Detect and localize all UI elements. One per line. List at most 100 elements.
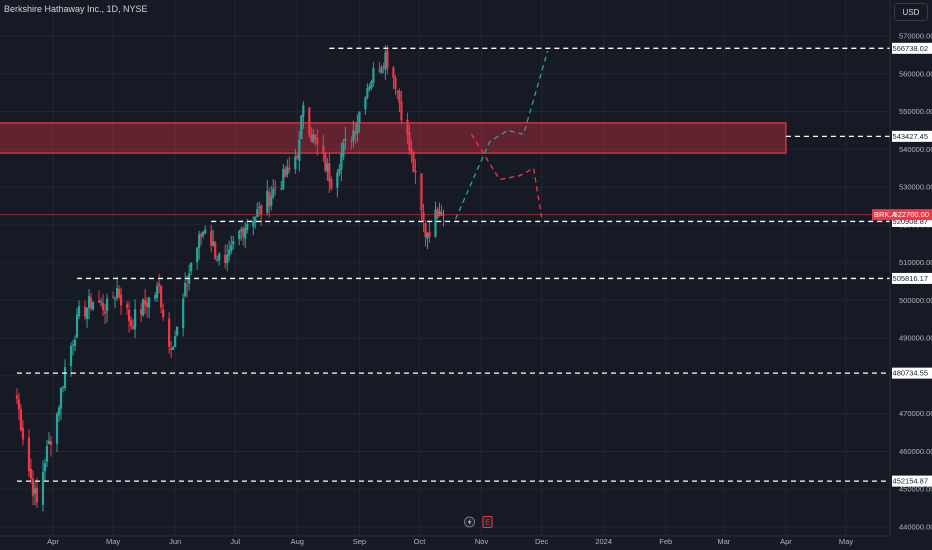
- candle-body: [308, 107, 311, 136]
- candle-body: [200, 233, 203, 237]
- candle-body: [43, 463, 47, 472]
- candle: [302, 101, 305, 129]
- candle-body: [364, 97, 367, 110]
- candle-body: [230, 244, 233, 252]
- candle-body: [19, 409, 23, 431]
- candle: [204, 225, 207, 235]
- candle: [105, 293, 109, 323]
- candle-body: [196, 247, 199, 263]
- candle: [97, 290, 101, 303]
- candle-body: [174, 336, 177, 348]
- candle-body: [296, 154, 299, 159]
- candle: [414, 158, 417, 185]
- candle-body: [170, 348, 173, 350]
- y-tick-label: 450000.00: [899, 485, 932, 494]
- price-level-label-bg: [892, 215, 932, 227]
- y-tick-label: 570000.00: [899, 32, 932, 41]
- candle-body: [69, 345, 73, 366]
- x-tick-label: Jul: [230, 537, 240, 546]
- candle: [244, 222, 247, 248]
- candle-body: [288, 168, 291, 171]
- candle-body: [216, 259, 219, 261]
- candle-body: [260, 205, 263, 215]
- price-level-label-bg: [892, 272, 932, 284]
- candle: [196, 246, 199, 270]
- candle: [420, 172, 423, 221]
- candle: [29, 458, 33, 484]
- candle-body: [117, 288, 121, 298]
- candle-body: [204, 229, 207, 234]
- candle: [358, 111, 361, 133]
- candle-body: [144, 299, 147, 305]
- candle-body: [226, 254, 229, 264]
- candle-body: [27, 437, 31, 472]
- candle-body: [396, 91, 399, 93]
- candle-body: [258, 206, 261, 208]
- candle-body: [31, 478, 35, 496]
- y-tick-label: 550000.00: [899, 107, 932, 116]
- candle: [162, 303, 165, 321]
- currency-button[interactable]: USD: [894, 3, 928, 21]
- candle-body: [41, 472, 45, 505]
- candle-body: [129, 320, 133, 326]
- y-tick-label: 540000.00: [899, 145, 932, 154]
- projection-paths: [454, 50, 549, 220]
- candle: [350, 136, 353, 150]
- candle: [312, 128, 315, 144]
- candle-body: [326, 163, 329, 172]
- candle-body: [228, 249, 231, 256]
- candle-body: [410, 148, 413, 155]
- candle-body: [33, 488, 37, 494]
- candle-body: [286, 166, 289, 175]
- candle-body: [190, 262, 193, 272]
- candle-body: [356, 123, 359, 134]
- candle-body: [330, 179, 333, 189]
- candle: [438, 202, 441, 217]
- candle: [87, 289, 91, 320]
- candle: [31, 470, 35, 506]
- candle: [35, 477, 39, 508]
- candle: [91, 301, 95, 311]
- candle-body: [384, 52, 387, 70]
- candle: [190, 262, 193, 276]
- candle-body: [338, 168, 341, 174]
- symbol-title[interactable]: Berkshire Hathaway Inc., 1D, NYSE: [4, 4, 148, 14]
- candle-body: [89, 297, 93, 309]
- candle-body: [73, 339, 77, 347]
- candle-body: [103, 311, 107, 314]
- candle: [146, 297, 149, 318]
- candle-body: [274, 187, 277, 189]
- candle-body: [394, 77, 397, 90]
- candle-body: [115, 288, 119, 298]
- candle-body: [270, 196, 273, 206]
- candle-body: [134, 309, 137, 330]
- candle-body: [218, 253, 221, 261]
- price-level-label: 505816.17: [892, 272, 932, 284]
- candle-body: [328, 163, 331, 182]
- price-axis[interactable]: 440000.00450000.00460000.00470000.004800…: [899, 32, 932, 532]
- lightning-icon[interactable]: [464, 516, 476, 528]
- candle: [224, 244, 227, 269]
- candle: [160, 285, 163, 314]
- candle-body: [127, 309, 131, 322]
- candle: [55, 411, 59, 453]
- price-level-label-text: 543427.45: [893, 132, 928, 141]
- candle: [172, 345, 175, 351]
- candle: [426, 231, 429, 250]
- candle: [354, 121, 357, 145]
- candle: [73, 335, 77, 352]
- candle: [83, 300, 87, 321]
- x-tick-label: May: [839, 537, 853, 546]
- last-price-value: 522700.00: [894, 210, 929, 219]
- candle-body: [424, 222, 427, 237]
- time-axis[interactable]: Apr May Jun Jul Aug Sep Oct Nov Dec 2024 Feb Mar Apr…: [47, 537, 853, 546]
- candle: [310, 127, 313, 143]
- x-tick-label: Sep: [353, 537, 366, 546]
- candle: [230, 235, 233, 255]
- candle-body: [284, 168, 287, 178]
- y-tick-label: 500000.00: [899, 296, 932, 305]
- candle-body: [310, 134, 313, 141]
- earnings-icon[interactable]: E: [482, 516, 493, 528]
- candle-body: [352, 130, 355, 141]
